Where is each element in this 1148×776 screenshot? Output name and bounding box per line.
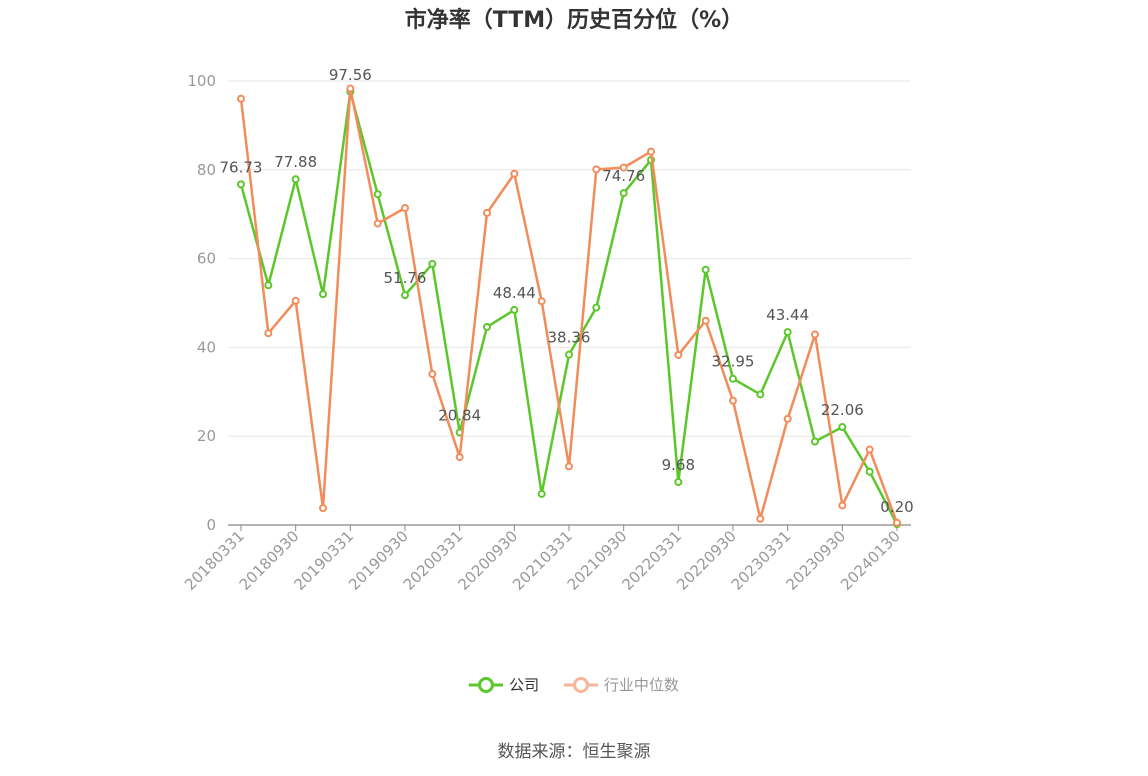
data-label-20180930: 77.88 xyxy=(274,153,317,171)
x-tick-label-20240130: 20240130 xyxy=(837,527,904,594)
point-industry-20230630 xyxy=(811,330,819,339)
point-company-20220331 xyxy=(674,478,683,487)
point-company-20191231 xyxy=(428,259,437,268)
point-company-20221231 xyxy=(756,390,765,399)
point-industry-20230930 xyxy=(838,501,847,510)
point-industry-20180630 xyxy=(264,329,273,338)
y-tick-label-80: 80 xyxy=(197,161,216,179)
point-industry-20220930 xyxy=(729,396,737,405)
data-label-20210930: 74.76 xyxy=(602,167,645,185)
legend-industry-marker xyxy=(563,676,598,693)
point-company-20231231 xyxy=(865,467,874,476)
point-industry-20190930 xyxy=(401,203,409,212)
point-industry-20180930 xyxy=(291,296,300,305)
point-industry-20210331 xyxy=(565,462,573,471)
point-industry-20210630 xyxy=(592,165,601,174)
point-industry-20191231 xyxy=(428,370,437,379)
legend-item-company[interactable]: 公司 xyxy=(469,674,539,695)
point-company-20201231 xyxy=(537,489,546,498)
point-industry-20180331 xyxy=(237,94,245,103)
point-company-20200630 xyxy=(483,322,491,331)
point-industry-20200930 xyxy=(510,169,519,178)
point-industry-20210930 xyxy=(619,163,628,172)
point-industry-20211231 xyxy=(647,147,655,156)
point-industry-20220331 xyxy=(674,350,683,359)
point-industry-20181231 xyxy=(319,504,327,513)
data-source: 数据来源：恒生聚源 xyxy=(497,742,651,762)
legend-company-label: 公司 xyxy=(509,676,540,694)
point-company-20230630 xyxy=(811,437,819,446)
point-industry-20190331 xyxy=(346,84,355,93)
point-industry-20201231 xyxy=(537,297,546,306)
point-industry-20200331 xyxy=(455,453,464,462)
data-label-20200930: 48.44 xyxy=(493,284,536,302)
point-industry-20230331 xyxy=(783,414,792,423)
legend: 公司 行业中位数 xyxy=(0,674,1148,697)
point-company-20210930 xyxy=(619,189,628,198)
data-labels: 76.73 77.88 97.56 51.76 20.84 48.44 38.36 74.76… xyxy=(220,66,914,516)
point-company-20181231 xyxy=(319,290,327,299)
y-tick-label-0: 0 xyxy=(206,516,216,534)
point-industry-20190630 xyxy=(373,219,382,228)
point-company-20220930 xyxy=(729,374,737,383)
point-company-20210630 xyxy=(592,303,601,312)
point-company-20230331 xyxy=(783,328,792,337)
series-lines xyxy=(237,84,901,529)
data-label-20240130: 0.20 xyxy=(880,498,913,516)
data-label-20220331: 9.68 xyxy=(662,456,695,474)
point-company-20200930 xyxy=(510,305,519,314)
data-label-20230930: 22.06 xyxy=(821,401,864,419)
point-company-20190630 xyxy=(373,190,382,199)
point-company-20180930 xyxy=(291,175,300,184)
point-company-20180331 xyxy=(237,180,245,189)
point-company-20220630 xyxy=(701,265,710,274)
point-industry-20231231 xyxy=(865,445,874,454)
data-label-20200331: 20.84 xyxy=(438,406,481,424)
data-label-20230331: 43.44 xyxy=(766,306,809,324)
legend-company-marker xyxy=(469,676,504,693)
data-label-20220930: 32.95 xyxy=(712,353,755,371)
point-industry-20240130 xyxy=(893,518,901,527)
y-tick-label-60: 60 xyxy=(197,250,216,268)
y-tick-label-100: 100 xyxy=(187,72,216,90)
point-company-20190930 xyxy=(401,291,409,300)
data-label-20190331: 97.56 xyxy=(329,66,372,84)
grid-lines xyxy=(228,80,911,437)
y-tick-label-20: 20 xyxy=(197,427,216,445)
data-label-20190930: 51.76 xyxy=(384,269,427,287)
y-tick-label-40: 40 xyxy=(197,338,216,356)
chart-title: 市净率（TTM）历史百分位（%） xyxy=(404,8,744,33)
point-company-20230930 xyxy=(838,423,847,432)
legend-item-industry[interactable]: 行业中位数 xyxy=(563,674,679,695)
point-industry-20221231 xyxy=(756,514,765,523)
legend-industry-label: 行业中位数 xyxy=(603,676,679,694)
point-industry-20220630 xyxy=(701,316,710,325)
point-company-20210331 xyxy=(565,350,573,359)
data-label-20180331: 76.73 xyxy=(220,158,263,176)
point-company-20180630 xyxy=(264,281,273,290)
point-industry-20200630 xyxy=(483,208,491,217)
data-label-20210331: 38.36 xyxy=(548,329,591,347)
